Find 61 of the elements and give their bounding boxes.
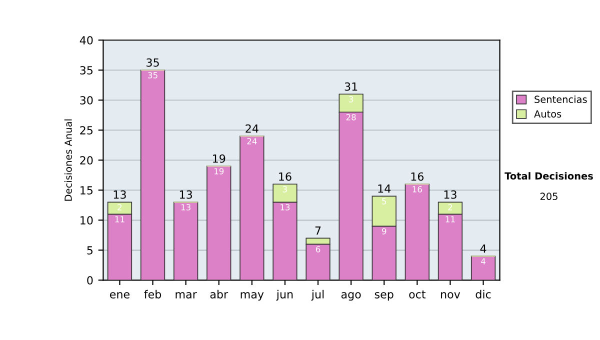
total-label: 16	[411, 172, 424, 181]
total-label: 13	[180, 190, 192, 199]
legend-label: Sentencias	[534, 95, 587, 104]
x-tick-label: dic	[476, 290, 491, 298]
x-tick-label: abr	[210, 290, 228, 298]
data-label: 13	[280, 204, 290, 210]
total-label: 7	[315, 226, 321, 235]
data-label: 24	[247, 138, 257, 144]
data-label: 9	[382, 228, 386, 234]
data-label: 11	[446, 216, 455, 222]
x-tick-label: sep	[374, 292, 394, 301]
data-label: 4	[481, 258, 486, 264]
y-tick-label: 10	[80, 216, 93, 225]
data-label: 3	[282, 186, 287, 192]
total-label: 4	[480, 244, 486, 253]
data-label: 19	[214, 168, 224, 174]
data-label: 2	[118, 204, 122, 210]
total-label: 19	[213, 154, 226, 163]
x-tick-label: mar	[176, 292, 197, 298]
bar	[174, 202, 198, 280]
x-tick-label: nov	[441, 292, 460, 298]
total-label: 13	[114, 190, 126, 199]
x-tick-label: feb	[144, 290, 162, 298]
data-label: 11	[115, 216, 124, 222]
data-label: 28	[346, 114, 356, 120]
total-label: 24	[246, 124, 258, 133]
bar	[140, 70, 166, 280]
x-tick-label: jul	[311, 290, 324, 301]
data-label: 13	[181, 204, 190, 210]
x-tick-label: may	[240, 292, 264, 301]
total-label: 16	[279, 172, 292, 181]
bar	[470, 256, 496, 280]
x-tick-label: ene	[110, 292, 130, 298]
data-label: 6	[316, 246, 320, 252]
y-tick-label: 20	[80, 156, 93, 165]
y-axis-title: Decisiones Anual	[64, 119, 72, 201]
data-label: 16	[412, 186, 422, 192]
y-tick-label: 30	[80, 96, 93, 105]
total-label: 13	[444, 190, 456, 199]
x-tick-label: oct	[409, 290, 426, 298]
y-tick-label: 15	[80, 186, 93, 195]
data-label: 3	[349, 96, 354, 102]
data-label: 2	[448, 204, 452, 210]
bar	[240, 136, 264, 280]
y-tick-label: 35	[80, 66, 93, 75]
x-tick-label: ago	[341, 292, 361, 301]
y-tick-label: 40	[80, 36, 93, 44]
total-label: 31	[344, 82, 358, 91]
total-label: 35	[146, 58, 159, 67]
bar	[404, 184, 430, 280]
text: 205	[540, 192, 558, 200]
data-label: 5	[382, 198, 386, 204]
bar	[206, 166, 232, 280]
y-tick-label: 25	[80, 126, 93, 135]
total-label: 14	[378, 184, 391, 193]
y-tick-label: 0	[87, 276, 93, 285]
legend-label: Autos	[534, 110, 562, 118]
data-label: 35	[148, 72, 158, 78]
x-tick-label: jun	[276, 290, 293, 301]
text: Total Decisiones	[504, 172, 593, 180]
y-tick-label: 5	[87, 246, 93, 255]
